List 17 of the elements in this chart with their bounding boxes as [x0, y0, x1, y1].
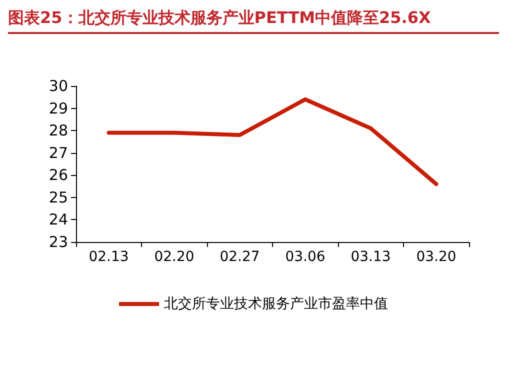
- x-tick-label: 03.13: [350, 249, 391, 265]
- y-tick-label: 25: [48, 188, 68, 206]
- y-tick-label: 23: [48, 233, 68, 251]
- y-tick-label: 27: [48, 144, 68, 162]
- x-tick-label: 02.13: [88, 249, 129, 265]
- y-tick-label: 24: [48, 210, 68, 229]
- x-tick-label: 02.27: [220, 249, 260, 265]
- y-tick-label: 30: [48, 77, 68, 95]
- x-tick-label: 03.06: [285, 249, 326, 265]
- x-tick-label: 02.20: [154, 249, 194, 265]
- legend-label: 北交所专业技术服务产业市盈率中值: [164, 296, 388, 312]
- x-tick-label: 03.20: [416, 249, 456, 265]
- line-series: [106, 97, 438, 186]
- chart-title: 图表25：北交所专业技术服务产业PETTM中值降至25.6X: [8, 8, 499, 34]
- y-tick-label: 28: [48, 122, 68, 140]
- y-tick-label: 26: [48, 166, 68, 184]
- y-tick-label: 29: [48, 99, 68, 118]
